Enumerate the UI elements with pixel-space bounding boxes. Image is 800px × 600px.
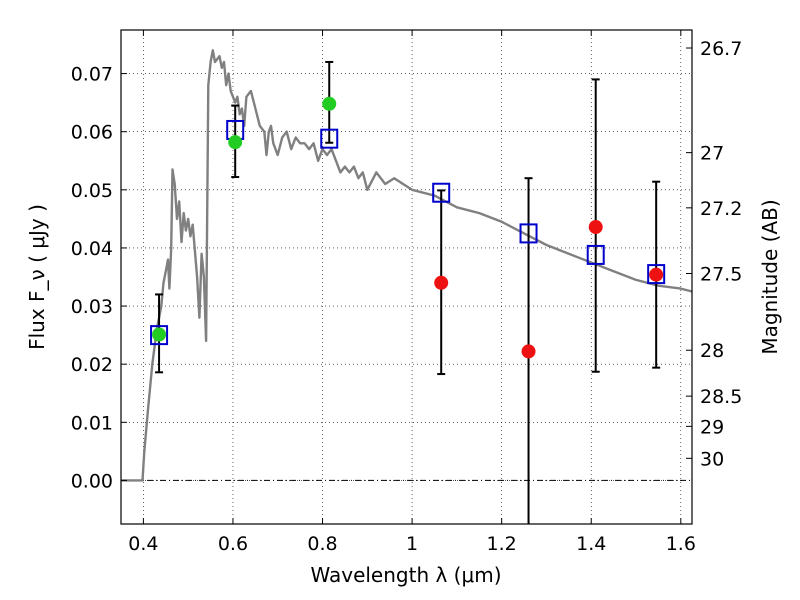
plot-frame bbox=[120, 29, 693, 525]
x-axis-label: Wavelength λ (μm) bbox=[310, 563, 501, 587]
x-tick-label: 0.6 bbox=[218, 533, 248, 555]
x-ticks: 0.4 0.6 0.8 1 1.2 1.4 1.6 bbox=[128, 30, 696, 555]
y-tick-label: 0.02 bbox=[71, 354, 113, 376]
y-tick-label: 0.01 bbox=[71, 412, 113, 434]
detection-point bbox=[322, 96, 337, 111]
photometry-points bbox=[152, 96, 664, 359]
right-axis-label: Magnitude (AB) bbox=[758, 199, 782, 354]
right-tick-label: 27 bbox=[700, 143, 724, 165]
model-photometry-square bbox=[432, 182, 451, 203]
y-axis-label: Flux F_ν ( μJy ) bbox=[25, 204, 49, 350]
x-tick-label: 1 bbox=[406, 533, 418, 555]
non-detection-point bbox=[434, 275, 449, 290]
x-tick-label: 1.6 bbox=[666, 533, 696, 555]
right-tick-label: 27.2 bbox=[700, 198, 742, 220]
model-photometry-square bbox=[519, 223, 538, 244]
x-tick-label: 0.8 bbox=[307, 533, 337, 555]
detection-point bbox=[152, 327, 167, 342]
right-tick-label: 28.5 bbox=[700, 386, 742, 408]
right-tick-label: 26.7 bbox=[700, 38, 742, 60]
y-tick-label: 0.00 bbox=[71, 470, 113, 492]
y-tick-label: 0.06 bbox=[71, 122, 113, 144]
right-ticks: 26.7 27 27.2 27.5 28 28.5 29 30 bbox=[686, 38, 742, 470]
model-photometry-square bbox=[320, 128, 339, 149]
y-tick-label: 0.04 bbox=[71, 238, 113, 260]
model-photometry-square bbox=[586, 244, 605, 265]
plot-background bbox=[121, 30, 692, 524]
x-tick-label: 0.4 bbox=[128, 533, 158, 555]
model-photometry-squares bbox=[150, 119, 666, 346]
x-tick-label: 1.2 bbox=[487, 533, 517, 555]
non-detection-point bbox=[521, 344, 536, 359]
right-tick-label: 27.5 bbox=[700, 264, 742, 286]
model-spectrum-line bbox=[121, 49, 693, 482]
right-tick-label: 29 bbox=[700, 416, 724, 438]
y-ticks: 0.00 0.01 0.02 0.03 0.04 0.05 0.06 0.07 bbox=[71, 64, 127, 492]
y-tick-label: 0.05 bbox=[71, 180, 113, 202]
x-tick-label: 1.4 bbox=[576, 533, 606, 555]
y-tick-label: 0.03 bbox=[71, 296, 113, 318]
non-detection-point bbox=[588, 220, 603, 235]
right-tick-label: 28 bbox=[700, 340, 724, 362]
model-photometry-square bbox=[647, 264, 666, 285]
non-detection-point bbox=[649, 267, 664, 282]
detection-point bbox=[228, 135, 243, 150]
right-tick-label: 30 bbox=[700, 448, 724, 470]
y-tick-label: 0.07 bbox=[71, 64, 113, 86]
model-photometry-square bbox=[150, 325, 169, 346]
